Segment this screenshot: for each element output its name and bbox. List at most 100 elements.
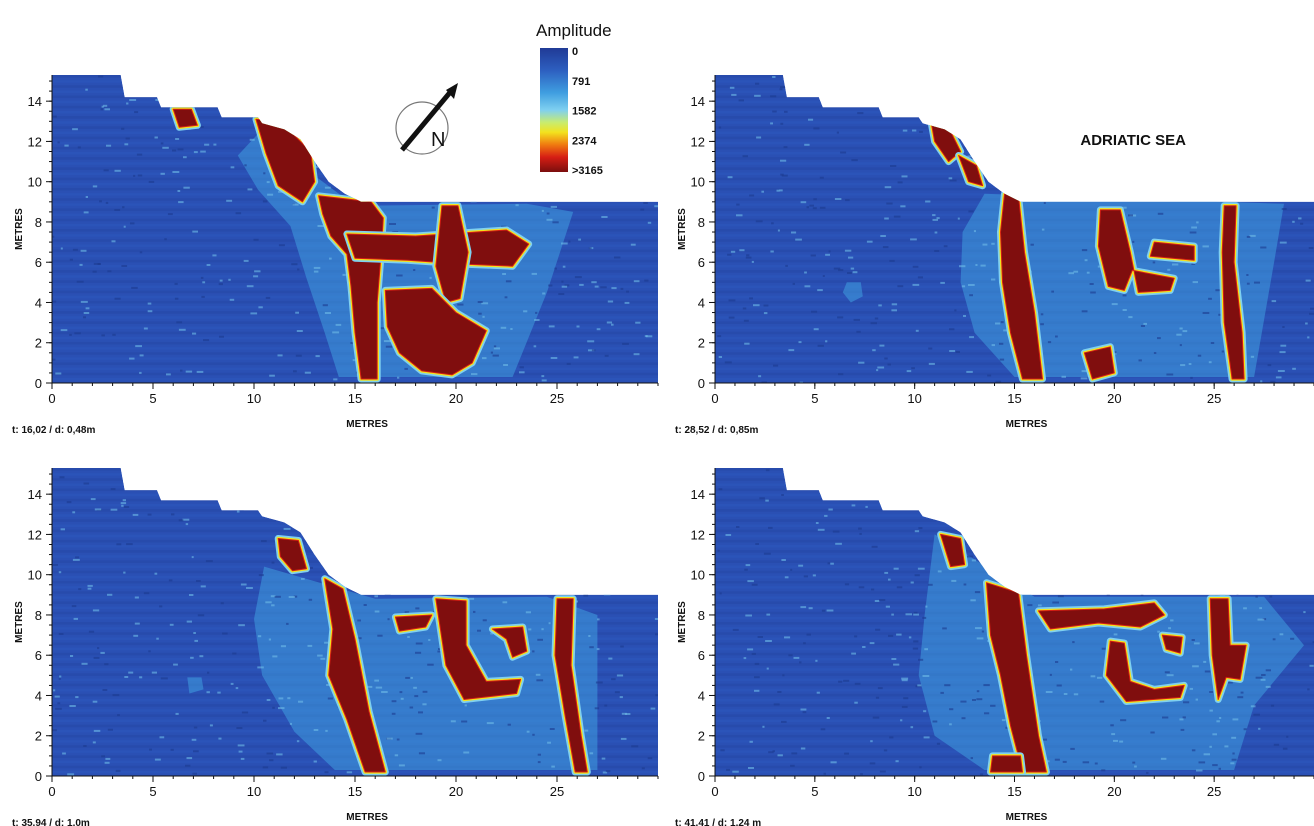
speckle: [932, 720, 938, 723]
speckle: [1041, 228, 1045, 231]
speckle: [413, 686, 417, 689]
speckle: [1181, 182, 1187, 185]
speckle: [246, 587, 253, 589]
speckle: [955, 519, 960, 522]
speckle: [970, 599, 976, 602]
speckle: [1136, 183, 1139, 186]
speckle: [1172, 263, 1179, 266]
speckle: [1230, 762, 1235, 765]
speckle: [143, 327, 148, 330]
speckle: [587, 340, 595, 343]
speckle: [116, 543, 122, 546]
speckle: [1269, 591, 1274, 594]
speckle: [139, 251, 143, 254]
speckle: [1309, 312, 1314, 315]
speckle: [1290, 138, 1296, 140]
y-tick-label: 10: [691, 568, 705, 583]
y-axis-label: METRES: [14, 208, 25, 250]
speckle: [934, 250, 940, 252]
speckle: [203, 339, 210, 342]
speckle: [324, 771, 329, 774]
speckle: [447, 524, 455, 527]
speckle: [843, 679, 850, 682]
speckle: [594, 285, 599, 288]
y-axis-label: METRES: [677, 208, 688, 250]
speckle: [1063, 567, 1067, 569]
speckle: [810, 481, 816, 484]
y-tick-label: 12: [691, 527, 705, 542]
speckle: [869, 762, 876, 765]
speckle: [488, 570, 491, 573]
speckle: [154, 136, 158, 139]
speckle: [200, 150, 206, 153]
speckle: [1041, 738, 1047, 741]
speckle: [274, 595, 281, 598]
speckle: [717, 335, 722, 338]
speckle: [1190, 376, 1193, 379]
speckle: [1213, 473, 1216, 476]
speckle: [901, 705, 908, 708]
speckle: [1187, 497, 1194, 500]
speckle: [884, 571, 889, 574]
speckle: [1189, 231, 1197, 234]
speckle: [437, 650, 441, 653]
scan-band: [715, 529, 1314, 533]
speckle: [1243, 728, 1247, 731]
speckle: [276, 753, 283, 756]
speckle: [781, 559, 786, 561]
speckle: [1086, 503, 1090, 506]
north-arrow: N: [395, 83, 458, 155]
speckle: [576, 325, 580, 328]
speckle: [136, 153, 143, 156]
speckle: [1136, 574, 1143, 577]
speckle: [507, 723, 511, 726]
speckle: [342, 273, 346, 276]
speckle: [155, 99, 159, 101]
speckle: [602, 771, 608, 774]
speckle: [784, 576, 789, 579]
scan-band: [52, 182, 658, 186]
speckle: [541, 379, 547, 382]
speckle: [101, 334, 105, 337]
speckle: [102, 689, 108, 691]
high-amplitude-anomaly: [324, 578, 386, 773]
scan-band: [715, 167, 1314, 170]
scan-band: [715, 116, 1314, 119]
speckle: [853, 318, 860, 321]
speckle: [92, 741, 96, 744]
speckle: [87, 584, 93, 587]
speckle: [965, 79, 970, 82]
north-label: N: [431, 129, 445, 151]
speckle: [925, 200, 931, 203]
speckle: [854, 635, 858, 638]
speckle: [72, 511, 76, 514]
speckle: [1225, 149, 1233, 152]
speckle: [196, 580, 201, 582]
speckle: [320, 657, 326, 660]
speckle: [1285, 197, 1290, 200]
speckle: [174, 85, 178, 87]
speckle: [561, 280, 564, 283]
scan-band: [715, 488, 1314, 492]
speckle: [976, 637, 984, 640]
speckle: [799, 381, 803, 383]
speckle: [139, 371, 142, 374]
speckle: [1086, 79, 1093, 82]
speckle: [1055, 335, 1058, 338]
speckle: [1030, 243, 1034, 246]
speckle: [990, 77, 997, 80]
x-tick-label: 10: [247, 391, 261, 406]
speckle: [126, 102, 129, 105]
speckle: [605, 770, 611, 773]
speckle: [784, 110, 788, 113]
speckle: [608, 657, 613, 660]
speckle: [238, 750, 243, 753]
speckle: [1025, 110, 1028, 112]
speckle: [1073, 568, 1079, 571]
speckle: [1003, 329, 1009, 332]
speckle: [573, 356, 579, 359]
speckle: [1094, 762, 1098, 765]
speckle: [351, 112, 354, 115]
speckle: [949, 708, 954, 711]
speckle: [69, 705, 76, 707]
